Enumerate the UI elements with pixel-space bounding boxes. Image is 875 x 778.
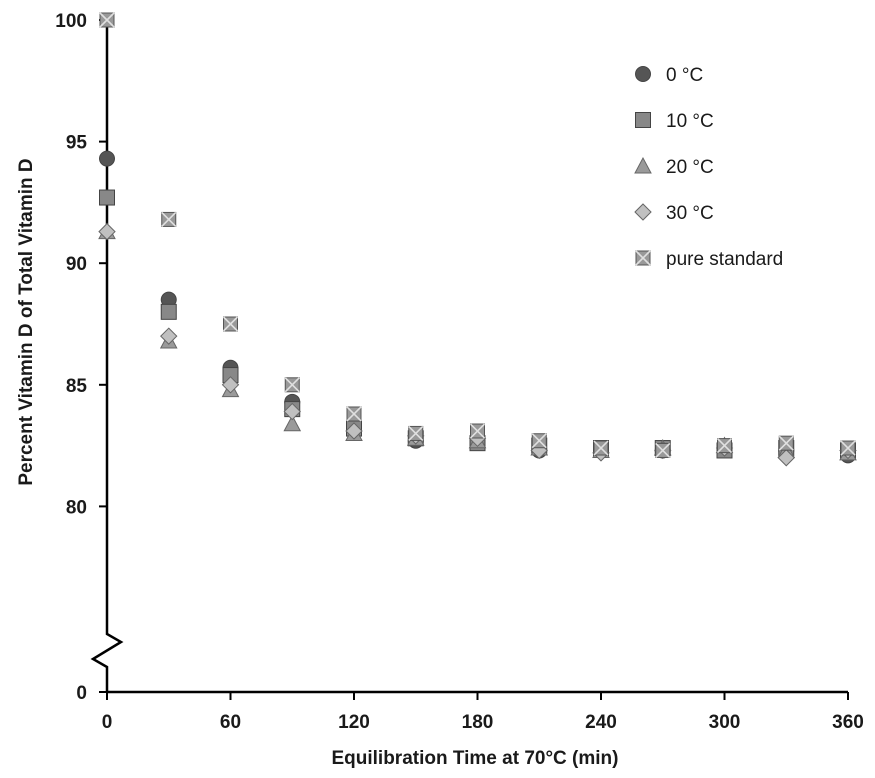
point-series-3-shape xyxy=(283,402,301,421)
y-tick-label: 100 xyxy=(55,11,87,32)
legend-label: 30 °C xyxy=(666,203,714,224)
point-series-0-shape xyxy=(99,150,115,167)
point-series-4-cross xyxy=(531,433,547,449)
point-series-4 xyxy=(655,442,671,459)
point-series-3 xyxy=(98,222,116,241)
point-series-4 xyxy=(778,435,794,451)
x-tick-label: 360 xyxy=(832,712,864,733)
point-series-4-cross xyxy=(716,438,733,454)
point-series-1 xyxy=(160,303,177,320)
y-tick-label: 80 xyxy=(66,497,87,518)
legend-label: 0 °C xyxy=(666,65,703,86)
point-series-3 xyxy=(283,402,301,421)
point-series-4 xyxy=(222,316,239,332)
legend-marker-4 xyxy=(635,250,651,266)
point-series-4 xyxy=(469,423,486,439)
legend-label: 20 °C xyxy=(666,157,714,178)
point-series-4-cross xyxy=(222,316,239,332)
legend-marker-1 xyxy=(635,112,651,128)
point-series-4 xyxy=(161,211,177,227)
y-tick-label: 0 xyxy=(76,683,87,704)
point-series-3-shape xyxy=(221,376,240,394)
legend-marker-3-shape xyxy=(634,203,652,221)
y-tick-label: 95 xyxy=(66,133,88,154)
point-series-4-cross xyxy=(99,12,115,28)
point-series-4-cross xyxy=(469,423,486,439)
legend: 0 °C 10 °C 20 °C 30 °C pure standard xyxy=(634,65,783,270)
data-points xyxy=(98,12,857,467)
x-tick-label: 0 xyxy=(102,712,113,733)
x-tick-label: 120 xyxy=(338,712,370,733)
point-series-4-cross xyxy=(593,440,609,456)
point-series-3 xyxy=(345,422,363,440)
point-series-4-cross xyxy=(840,440,856,456)
point-series-4 xyxy=(284,377,300,393)
axes xyxy=(90,20,848,694)
point-series-3 xyxy=(777,449,795,467)
point-series-4-cross xyxy=(161,211,177,227)
point-series-4 xyxy=(716,438,733,454)
x-axis-title: Equilibration Time at 70°C (min) xyxy=(331,748,618,769)
legend-marker-0-shape xyxy=(635,66,651,82)
point-series-2-shape xyxy=(283,414,302,432)
point-series-4-cross xyxy=(284,377,300,393)
legend-label: pure standard xyxy=(666,249,783,270)
point-series-4-cross xyxy=(778,435,794,451)
x-tick-label: 180 xyxy=(462,712,494,733)
legend-marker-3 xyxy=(634,203,652,221)
point-series-3-shape xyxy=(345,422,363,440)
y-ticks: 0 80 85 90 95 100 xyxy=(55,11,107,704)
x-ticks: 0 60 120 180 240 300 360 xyxy=(102,692,864,733)
point-series-3-shape xyxy=(777,449,795,467)
x-tick-label: 300 xyxy=(709,712,741,733)
point-series-1 xyxy=(99,189,115,206)
point-series-4 xyxy=(408,425,424,442)
x-tick-label: 240 xyxy=(585,712,617,733)
point-series-3-shape xyxy=(98,222,116,241)
legend-marker-2-shape xyxy=(634,156,652,174)
point-series-4 xyxy=(840,440,856,456)
y-tick-label: 85 xyxy=(66,376,88,397)
point-series-3-shape xyxy=(160,327,178,345)
point-series-4-cross xyxy=(346,406,362,422)
legend-label: 10 °C xyxy=(666,111,714,132)
y-axis-title: Percent Vitamin D of Total Vitamin D xyxy=(16,158,37,485)
point-series-4-cross xyxy=(408,425,424,442)
point-series-4 xyxy=(346,406,362,422)
legend-marker-4-cross xyxy=(635,250,651,266)
legend-marker-2 xyxy=(634,156,652,174)
point-series-4 xyxy=(99,12,115,28)
point-series-1-shape xyxy=(160,303,177,320)
y-tick-label: 90 xyxy=(66,254,87,275)
x-tick-label: 60 xyxy=(220,712,241,733)
point-series-1-shape xyxy=(99,189,115,206)
point-series-4-cross xyxy=(655,442,671,459)
legend-marker-1-shape xyxy=(635,112,651,128)
point-series-3 xyxy=(221,376,240,394)
point-series-4 xyxy=(531,433,547,449)
point-series-3 xyxy=(160,327,178,345)
legend-marker-0 xyxy=(635,66,651,82)
y-axis-line xyxy=(90,20,124,692)
point-series-0 xyxy=(99,150,115,167)
point-series-2 xyxy=(283,414,302,432)
point-series-4 xyxy=(593,440,609,456)
